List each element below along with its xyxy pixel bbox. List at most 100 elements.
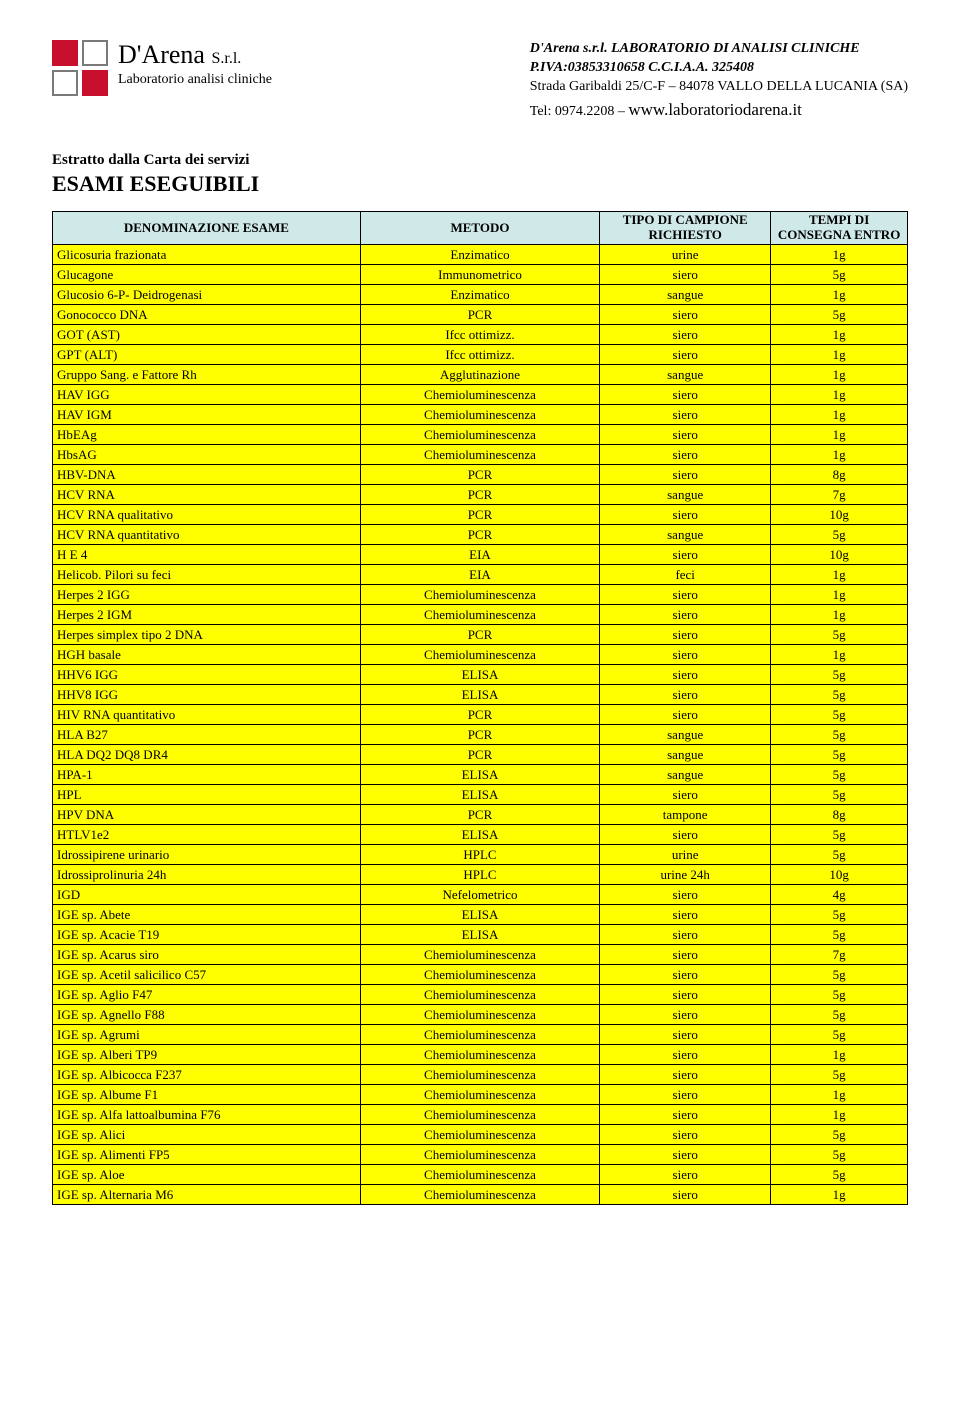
table-row: IGE sp. Alternaria M6Chemioluminescenzas… bbox=[53, 1185, 908, 1205]
cell-time: 1g bbox=[771, 365, 908, 385]
table-row: HCV RNA quantitativoPCRsangue5g bbox=[53, 525, 908, 545]
logo-block: D'Arena S.r.l. Laboratorio analisi clini… bbox=[52, 40, 272, 122]
table-row: HHV8 IGGELISAsiero5g bbox=[53, 685, 908, 705]
table-row: HAV IGGChemioluminescenzasiero1g bbox=[53, 385, 908, 405]
cell-sample: feci bbox=[600, 565, 771, 585]
cell-method: PCR bbox=[360, 745, 599, 765]
cell-method: Immunometrico bbox=[360, 265, 599, 285]
table-row: HGH basaleChemioluminescenzasiero1g bbox=[53, 645, 908, 665]
cell-time: 5g bbox=[771, 665, 908, 685]
th-name: DENOMINAZIONE ESAME bbox=[53, 211, 361, 245]
cell-time: 5g bbox=[771, 745, 908, 765]
exams-table: DENOMINAZIONE ESAME METODO TIPO DI CAMPI… bbox=[52, 211, 908, 1206]
cell-time: 1g bbox=[771, 345, 908, 365]
cell-method: Chemioluminescenza bbox=[360, 1125, 599, 1145]
cell-time: 8g bbox=[771, 465, 908, 485]
cell-time: 5g bbox=[771, 265, 908, 285]
company-info: D'Arena s.r.l. LABORATORIO DI ANALISI CL… bbox=[530, 40, 908, 122]
company-contact: Tel: 0974.2208 – www.laboratoriodarena.i… bbox=[530, 99, 908, 122]
cell-sample: siero bbox=[600, 1025, 771, 1045]
document-header: D'Arena S.r.l. Laboratorio analisi clini… bbox=[52, 40, 908, 122]
cell-name: HAV IGG bbox=[53, 385, 361, 405]
cell-name: HHV6 IGG bbox=[53, 665, 361, 685]
cell-name: Glucagone bbox=[53, 265, 361, 285]
cell-sample: siero bbox=[600, 465, 771, 485]
cell-name: Herpes 2 IGG bbox=[53, 585, 361, 605]
intro-label: Estratto dalla Carta dei servizi bbox=[52, 152, 908, 169]
th-time: TEMPI DI CONSEGNA ENTRO bbox=[771, 211, 908, 245]
cell-name: HbsAG bbox=[53, 445, 361, 465]
logo-subtitle: Laboratorio analisi cliniche bbox=[118, 72, 272, 88]
cell-method: Chemioluminescenza bbox=[360, 605, 599, 625]
cell-time: 5g bbox=[771, 1025, 908, 1045]
cell-time: 5g bbox=[771, 985, 908, 1005]
cell-sample: siero bbox=[600, 325, 771, 345]
cell-name: IGE sp. Agrumi bbox=[53, 1025, 361, 1045]
cell-method: Chemioluminescenza bbox=[360, 1065, 599, 1085]
cell-sample: siero bbox=[600, 545, 771, 565]
cell-sample: siero bbox=[600, 605, 771, 625]
table-row: IGE sp. Alimenti FP5Chemioluminescenzasi… bbox=[53, 1145, 908, 1165]
cell-method: ELISA bbox=[360, 765, 599, 785]
cell-sample: siero bbox=[600, 785, 771, 805]
cell-sample: siero bbox=[600, 825, 771, 845]
cell-sample: siero bbox=[600, 1185, 771, 1205]
cell-name: IGD bbox=[53, 885, 361, 905]
cell-method: EIA bbox=[360, 545, 599, 565]
cell-name: HCV RNA qualitativo bbox=[53, 505, 361, 525]
cell-name: IGE sp. Alberi TP9 bbox=[53, 1045, 361, 1065]
cell-sample: siero bbox=[600, 1165, 771, 1185]
cell-name: IGE sp. Albume F1 bbox=[53, 1085, 361, 1105]
cell-name: HbEAg bbox=[53, 425, 361, 445]
table-row: GPT (ALT)Ifcc ottimizz.siero1g bbox=[53, 345, 908, 365]
cell-name: Glicosuria frazionata bbox=[53, 245, 361, 265]
table-row: IGE sp. Alfa lattoalbumina F76Chemiolumi… bbox=[53, 1105, 908, 1125]
cell-time: 5g bbox=[771, 1065, 908, 1085]
cell-method: Agglutinazione bbox=[360, 365, 599, 385]
cell-sample: siero bbox=[600, 965, 771, 985]
table-row: H E 4EIAsiero10g bbox=[53, 545, 908, 565]
cell-name: IGE sp. Albicocca F237 bbox=[53, 1065, 361, 1085]
cell-method: PCR bbox=[360, 625, 599, 645]
cell-time: 5g bbox=[771, 1125, 908, 1145]
table-row: HTLV1e2ELISAsiero5g bbox=[53, 825, 908, 845]
cell-name: HAV IGM bbox=[53, 405, 361, 425]
cell-name: HBV-DNA bbox=[53, 465, 361, 485]
cell-time: 5g bbox=[771, 1165, 908, 1185]
cell-sample: siero bbox=[600, 1065, 771, 1085]
cell-time: 5g bbox=[771, 525, 908, 545]
cell-sample: urine 24h bbox=[600, 865, 771, 885]
website: www.laboratoriodarena.it bbox=[628, 100, 802, 119]
table-row: IGE sp. Aglio F47Chemioluminescenzasiero… bbox=[53, 985, 908, 1005]
cell-sample: siero bbox=[600, 1105, 771, 1125]
table-row: HLA B27PCRsangue5g bbox=[53, 725, 908, 745]
cell-time: 1g bbox=[771, 245, 908, 265]
table-row: Idrossiprolinuria 24hHPLCurine 24h10g bbox=[53, 865, 908, 885]
cell-time: 1g bbox=[771, 1045, 908, 1065]
cell-name: HHV8 IGG bbox=[53, 685, 361, 705]
table-header-row: DENOMINAZIONE ESAME METODO TIPO DI CAMPI… bbox=[53, 211, 908, 245]
table-row: Herpes 2 IGGChemioluminescenzasiero1g bbox=[53, 585, 908, 605]
cell-sample: siero bbox=[600, 945, 771, 965]
logo-name: D'Arena bbox=[118, 40, 205, 69]
page: D'Arena S.r.l. Laboratorio analisi clini… bbox=[0, 0, 960, 1245]
company-line3: Strada Garibaldi 25/C-F – 84078 VALLO DE… bbox=[530, 78, 908, 97]
cell-method: Ifcc ottimizz. bbox=[360, 345, 599, 365]
cell-time: 1g bbox=[771, 385, 908, 405]
cell-method: Chemioluminescenza bbox=[360, 1005, 599, 1025]
cell-time: 1g bbox=[771, 325, 908, 345]
cell-name: HPL bbox=[53, 785, 361, 805]
cell-time: 1g bbox=[771, 445, 908, 465]
cell-name: Gruppo Sang. e Fattore Rh bbox=[53, 365, 361, 385]
cell-sample: tampone bbox=[600, 805, 771, 825]
logo-text: D'Arena S.r.l. Laboratorio analisi clini… bbox=[118, 40, 272, 88]
cell-sample: siero bbox=[600, 685, 771, 705]
cell-method: PCR bbox=[360, 705, 599, 725]
table-row: HBV-DNAPCRsiero8g bbox=[53, 465, 908, 485]
cell-method: Chemioluminescenza bbox=[360, 445, 599, 465]
cell-method: PCR bbox=[360, 465, 599, 485]
cell-sample: urine bbox=[600, 845, 771, 865]
cell-method: Chemioluminescenza bbox=[360, 985, 599, 1005]
cell-method: Chemioluminescenza bbox=[360, 1085, 599, 1105]
table-row: GlucagoneImmunometricosiero5g bbox=[53, 265, 908, 285]
